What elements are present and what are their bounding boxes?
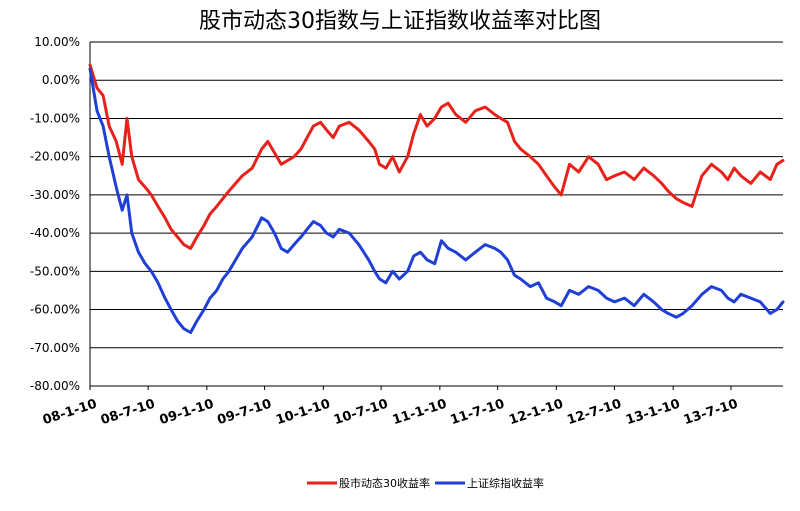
chart-title: 股市动态30指数与上证指数收益率对比图 (199, 9, 601, 34)
x-tick-label: 10-7-10 (332, 397, 390, 429)
x-tick-label: 11-7-10 (449, 397, 507, 429)
grid-lines (89, 41, 783, 387)
series-lines (88, 63, 785, 334)
y-tick-label: -70.00% (30, 341, 80, 355)
y-tick-label: -20.00% (30, 150, 80, 164)
y-tick-label: -50.00% (30, 264, 80, 278)
x-tick-label: 09-1-10 (158, 397, 216, 429)
x-tick-label: 11-1-10 (391, 397, 449, 429)
y-tick-label: -80.00% (30, 379, 80, 393)
x-tick-label: 10-1-10 (274, 397, 332, 429)
y-tick-label: -40.00% (30, 226, 80, 240)
legend-label: 股市动态30收益率 (339, 476, 430, 490)
y-tick-label: -10.00% (30, 111, 80, 125)
x-tick-label: 09-7-10 (216, 397, 274, 429)
x-tick-label: 13-7-10 (682, 397, 740, 429)
series-line-1 (88, 67, 785, 334)
x-tick-label: 12-7-10 (565, 397, 623, 429)
series-line-0 (88, 63, 785, 250)
y-tick-label: 10.00% (34, 35, 80, 49)
x-axis-tick-labels: 08-1-10 08-7-10 09-1-10 09-7-10 10-1-10 10-7-… (41, 386, 740, 428)
y-tick-label: -30.00% (30, 188, 80, 202)
y-tick-label: 0.00% (42, 73, 80, 87)
x-tick-label: 08-7-10 (99, 397, 157, 429)
x-tick-label: 08-1-10 (41, 397, 99, 429)
x-tick-label: 12-1-10 (507, 397, 565, 429)
y-axis-tick-labels: 10.00% 0.00% -10.00% -20.00% -30.00% -40.00% -… (30, 35, 80, 393)
y-tick-label: -60.00% (30, 303, 80, 317)
x-tick-label: 13-1-10 (624, 397, 682, 429)
legend: 股市动态30收益率 上证综指收益率 (307, 476, 544, 490)
legend-label: 上证综指收益率 (467, 476, 544, 490)
